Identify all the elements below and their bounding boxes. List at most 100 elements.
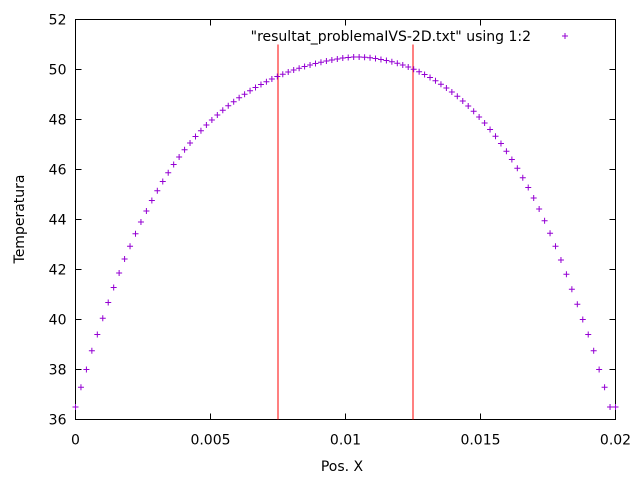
data-point [334, 56, 341, 62]
data-point [497, 140, 504, 147]
y-tick-label: 48 [49, 113, 67, 129]
data-point [454, 93, 461, 100]
data-point [285, 69, 292, 75]
data-point [552, 243, 559, 250]
data-point [367, 54, 374, 61]
data-point [236, 94, 243, 101]
data-point [372, 55, 379, 62]
x-tick-label: 0 [71, 433, 80, 449]
data-point [377, 56, 384, 63]
data-point [394, 60, 401, 67]
data-point [356, 54, 363, 60]
data-point [94, 331, 101, 338]
data-point [268, 76, 275, 82]
data-point [301, 63, 308, 70]
y-tick-label: 38 [49, 363, 67, 379]
data-point [159, 178, 166, 185]
data-point [105, 299, 112, 306]
y-tick-label: 40 [49, 313, 67, 329]
x-tick-label: 0.005 [190, 433, 230, 449]
plot-frame [75, 19, 616, 420]
data-point [339, 55, 346, 61]
vertical-lines [277, 44, 414, 420]
data-point [481, 120, 488, 126]
data-point [590, 347, 597, 354]
data-point [350, 54, 357, 60]
data-point [208, 117, 215, 123]
axis-ticks [75, 19, 616, 420]
data-point [165, 169, 172, 176]
data-point [612, 404, 619, 410]
x-axis-label: Pos. X [321, 459, 364, 475]
data-point [448, 89, 455, 95]
data-point [176, 154, 183, 160]
data-point [274, 73, 281, 80]
data-point [137, 219, 144, 225]
y-tick-label: 46 [49, 163, 67, 179]
x-tick-labels: 0 0.005 0.01 0.015 0.02 [71, 433, 631, 449]
data-point [519, 174, 526, 181]
data-point [503, 148, 510, 155]
data-point [317, 59, 324, 66]
data-point [421, 71, 428, 78]
data-point [170, 161, 177, 168]
data-point [99, 315, 106, 322]
data-point [405, 64, 412, 70]
data-point [230, 98, 237, 105]
legend-marker-plus [562, 33, 568, 39]
data-point [263, 78, 270, 85]
data-point [476, 114, 483, 120]
data-point [241, 91, 248, 98]
data-point [465, 103, 472, 109]
data-point [547, 230, 554, 237]
data-point [514, 165, 521, 172]
data-point [345, 54, 352, 61]
data-point [252, 84, 259, 91]
data-point [77, 384, 84, 391]
x-tick-label: 0.01 [330, 433, 361, 449]
x-tick-label: 0.015 [460, 433, 500, 449]
data-point [257, 81, 264, 88]
data-point [72, 404, 79, 410]
legend: "resultat_problemaIVS-2D.txt" using 1:2 [251, 29, 568, 45]
data-point [432, 77, 439, 84]
data-point [388, 58, 395, 65]
data-point [116, 270, 123, 276]
data-point [399, 62, 406, 68]
data-point [525, 184, 532, 191]
y-tick-label: 50 [49, 63, 67, 79]
data-point [568, 286, 575, 293]
data-point [83, 366, 90, 373]
y-tick-label: 44 [49, 213, 67, 229]
data-point [492, 133, 499, 140]
data-point [459, 98, 466, 104]
data-point [110, 284, 117, 291]
data-point [323, 58, 330, 64]
data-point [541, 217, 548, 224]
data-point [143, 208, 150, 214]
data-point [437, 81, 444, 88]
data-point [307, 62, 314, 68]
y-tick-label: 36 [49, 413, 67, 429]
data-point [443, 85, 450, 91]
data-point [574, 301, 581, 308]
data-point [192, 133, 199, 140]
data-point [181, 146, 188, 153]
data-point [247, 87, 254, 94]
data-point [328, 57, 335, 63]
data-point [607, 404, 614, 410]
data-point [187, 140, 194, 146]
data-point [132, 230, 139, 237]
data-point [225, 102, 232, 109]
data-point [214, 112, 221, 118]
y-axis-label: Temperatura [12, 175, 28, 265]
data-point [601, 384, 608, 391]
data-point [530, 195, 537, 201]
data-point [470, 108, 477, 115]
data-point [88, 347, 95, 354]
data-point [203, 122, 210, 128]
x-tick-label: 0.02 [600, 433, 631, 449]
data-point [290, 67, 297, 73]
data-point [361, 54, 368, 61]
